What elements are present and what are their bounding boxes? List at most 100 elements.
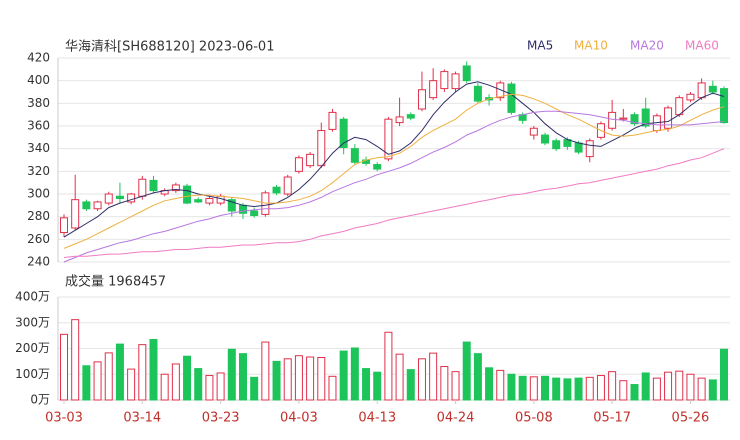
x-tick-label: 03-23 xyxy=(202,411,240,426)
volume-bar xyxy=(183,355,192,401)
volume-bar xyxy=(574,377,583,401)
candle-body xyxy=(384,118,393,160)
legend-label: MA60 xyxy=(685,39,719,53)
volume-bar xyxy=(82,365,91,401)
candle-body xyxy=(283,176,292,195)
candle-body xyxy=(507,83,516,113)
volume-bar xyxy=(708,379,717,401)
volume-bar xyxy=(350,347,359,401)
volume-bar xyxy=(485,367,494,401)
volume-title: 成交量 1968457 xyxy=(65,274,166,290)
candle-body xyxy=(339,118,348,149)
volume-bar xyxy=(283,358,292,401)
volume-bar xyxy=(171,363,180,401)
candle-body xyxy=(451,73,460,90)
volume-bar xyxy=(194,368,203,401)
y-tick-label: 0万 xyxy=(30,393,50,407)
volume-bar xyxy=(585,376,594,401)
volume-bar xyxy=(675,370,684,401)
candle-body xyxy=(138,178,147,197)
volume-bar xyxy=(127,368,136,401)
volume-bar xyxy=(216,372,225,401)
candle-body xyxy=(183,185,192,204)
volume-bar xyxy=(720,348,728,401)
volume-bar xyxy=(552,377,561,401)
volume-bar xyxy=(250,376,259,401)
volume-bar xyxy=(686,373,695,401)
volume-bar xyxy=(205,375,214,401)
y-tick-label: 300万 xyxy=(15,315,50,329)
candle-body xyxy=(574,142,583,153)
volume-bar xyxy=(641,372,650,401)
candle-body xyxy=(115,195,124,200)
y-tick-label: 100万 xyxy=(15,367,50,381)
candle-body xyxy=(429,80,438,99)
volume-bar xyxy=(395,353,404,401)
volume-bar xyxy=(541,375,550,401)
y-tick-label: 320 xyxy=(27,164,50,178)
candle-body xyxy=(440,71,449,90)
volume-bar xyxy=(317,357,326,401)
candle-body xyxy=(82,201,91,210)
candle-body xyxy=(194,199,203,203)
volume-bar xyxy=(71,319,80,401)
volume-bar xyxy=(261,341,270,401)
candle-body xyxy=(250,210,259,217)
candle-body xyxy=(529,127,538,136)
volume-bar xyxy=(238,353,247,401)
candle-body xyxy=(104,193,113,204)
candle-body xyxy=(473,85,482,102)
y-tick-label: 380 xyxy=(27,96,50,110)
y-tick-label: 400万 xyxy=(15,290,50,304)
ma-line xyxy=(63,110,725,263)
volume-bar xyxy=(60,333,68,401)
candle-body xyxy=(306,153,315,167)
candle-body xyxy=(630,114,639,125)
volume-bar xyxy=(563,378,572,401)
volume-bar xyxy=(149,338,158,401)
y-tick-label: 200万 xyxy=(15,341,50,355)
volume-bar xyxy=(406,369,415,401)
volume-bar xyxy=(596,375,605,401)
y-tick-label: 300 xyxy=(27,187,50,201)
candle-body xyxy=(350,148,359,163)
candle-body xyxy=(205,198,214,204)
candle-body xyxy=(171,184,180,192)
y-tick-label: 260 xyxy=(27,232,50,246)
x-tick-label: 03-03 xyxy=(45,411,83,426)
candle-body xyxy=(395,116,404,124)
y-tick-label: 340 xyxy=(27,141,50,155)
candle-body xyxy=(227,199,236,212)
candle-body xyxy=(708,85,717,93)
volume-bar xyxy=(496,369,505,401)
candle-body xyxy=(272,186,281,194)
volume-bar xyxy=(227,348,236,401)
volume-bar xyxy=(440,366,449,401)
volume-bar xyxy=(664,371,673,401)
candle-body xyxy=(720,88,728,124)
volume-bar xyxy=(451,371,460,401)
candle-body xyxy=(496,82,505,99)
volume-bar xyxy=(138,344,147,401)
x-tick-label: 05-08 xyxy=(515,411,553,426)
x-tick-label: 04-13 xyxy=(358,411,396,426)
volume-bar xyxy=(462,341,471,401)
candle-body xyxy=(641,108,650,127)
candle-body xyxy=(541,134,550,144)
y-tick-label: 240 xyxy=(27,255,50,269)
legend-label: MA20 xyxy=(630,39,664,53)
ma-line xyxy=(63,93,725,249)
volume-bar xyxy=(373,371,382,401)
chart-title: 华海清科[SH688120] 2023-06-01 xyxy=(65,40,274,55)
candle-body xyxy=(417,89,426,110)
candle-body xyxy=(373,164,382,170)
volume-bar xyxy=(384,331,393,401)
y-tick-label: 420 xyxy=(27,51,50,65)
y-tick-label: 400 xyxy=(27,73,50,87)
candle-body xyxy=(697,82,706,99)
volume-bar xyxy=(518,375,527,401)
volume-bar xyxy=(306,356,315,401)
candle-body xyxy=(93,201,102,210)
volume-bar xyxy=(630,384,639,401)
x-tick-label: 05-26 xyxy=(672,411,710,426)
